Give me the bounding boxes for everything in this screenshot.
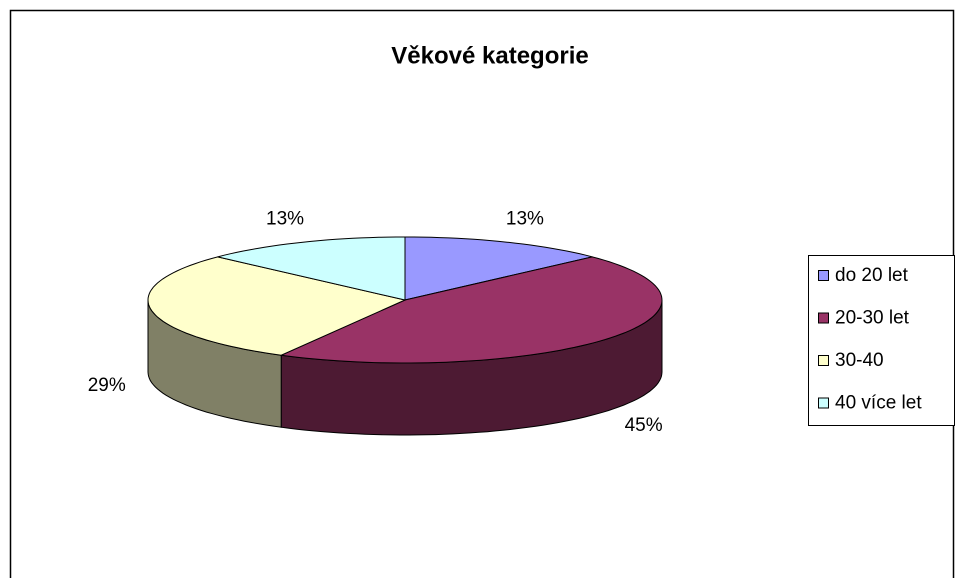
legend bbox=[808, 255, 955, 426]
legend-swatch bbox=[818, 312, 829, 324]
legend-label: 40 více let bbox=[835, 393, 922, 414]
legend-swatch bbox=[818, 355, 829, 366]
data-label: 13% bbox=[506, 208, 544, 229]
legend-label: 30-40 bbox=[835, 350, 884, 371]
legend-label: 20-30 let bbox=[835, 308, 910, 329]
legend-swatch bbox=[818, 397, 829, 409]
data-label: 45% bbox=[625, 415, 663, 436]
legend-swatch bbox=[818, 270, 829, 281]
pie-slice bbox=[279, 256, 663, 364]
legend-label: do 20 let bbox=[835, 265, 909, 286]
pie-slice bbox=[147, 256, 407, 356]
data-label: 29% bbox=[88, 375, 126, 396]
pie-slice bbox=[404, 236, 593, 301]
chart-title: Věkové kategorie bbox=[391, 42, 588, 69]
pie-slice bbox=[217, 236, 406, 301]
data-label: 13% bbox=[266, 208, 304, 229]
